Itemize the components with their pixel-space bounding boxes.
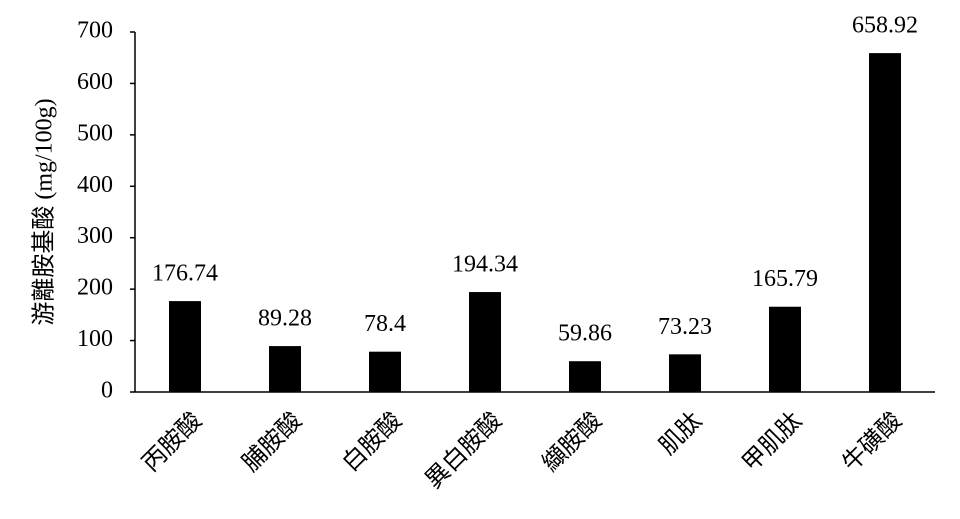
value-label: 165.79 [752,266,818,292]
y-tick-label: 200 [77,275,113,301]
x-tick-label: 白胺酸 [337,407,407,477]
value-label: 73.23 [658,314,712,340]
y-tick-label: 100 [77,326,113,352]
x-tick-label: 纈胺酸 [537,407,607,477]
x-tick-label: 丙胺酸 [137,407,207,477]
value-label: 59.86 [558,321,612,347]
bar [469,292,501,392]
y-tick-label: 600 [77,69,113,95]
bar [769,306,801,392]
x-tick-label: 甲肌肽 [737,407,807,477]
x-tick-label: 脯胺酸 [237,407,307,477]
x-tick-label: 牛磺酸 [837,407,907,477]
bar [169,301,201,392]
bar [369,351,401,392]
value-label: 78.4 [364,311,406,337]
y-tick-label: 0 [101,378,113,404]
bar [669,354,701,392]
y-tick-label: 300 [77,223,113,249]
y-axis-label: 游離胺基酸 (mg/100g) [31,98,58,325]
y-tick-label: 400 [77,172,113,198]
y-tick-label: 700 [77,18,113,44]
bar [269,346,301,392]
value-label: 176.74 [152,261,218,287]
value-label: 194.34 [452,252,518,278]
y-tick-label: 500 [77,120,113,146]
x-tick-label: 異白胺酸 [420,407,507,494]
value-label: 89.28 [258,306,312,332]
bar [869,53,901,392]
value-label: 658.92 [852,13,918,39]
x-tick-label: 肌肽 [654,407,707,460]
bar [569,361,601,392]
